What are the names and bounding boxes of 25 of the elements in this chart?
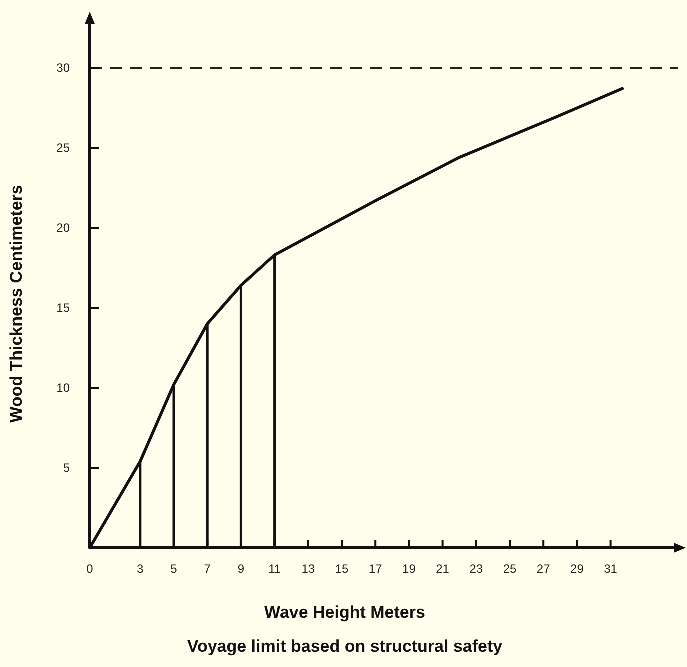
x-tick-label: 7	[204, 562, 212, 576]
x-tick-label: 13	[302, 562, 316, 576]
x-tick-label: 0	[86, 562, 94, 576]
y-tick-label: 5	[63, 461, 70, 475]
x-tick-label: 11	[268, 562, 282, 576]
x-axis-title: Wave Height Meters	[264, 603, 426, 622]
x-tick-label: 27	[536, 562, 551, 576]
y-axis-title: Wood Thickness Centimeters	[7, 185, 26, 423]
x-tick-label: 5	[170, 562, 178, 576]
x-tick-label: 29	[570, 562, 584, 576]
y-tick-label: 20	[56, 221, 70, 235]
x-tick-label: 17	[368, 562, 383, 576]
x-tick-label: 15	[335, 562, 349, 576]
x-tick-label: 3	[137, 562, 144, 576]
x-tick-label: 21	[436, 562, 450, 576]
x-tick-label: 9	[238, 562, 245, 576]
y-tick-label: 10	[56, 381, 70, 395]
y-tick-label: 15	[56, 301, 70, 315]
text: Voyage limit based on structural safety	[187, 637, 504, 656]
x-tick-label: 23	[470, 562, 484, 576]
y-tick-label: 30	[56, 61, 70, 75]
x-tick-label: 31	[604, 562, 618, 576]
x-tick-label: 25	[503, 562, 517, 576]
x-tick-label: 19	[402, 562, 416, 576]
y-tick-label: 25	[56, 141, 70, 155]
